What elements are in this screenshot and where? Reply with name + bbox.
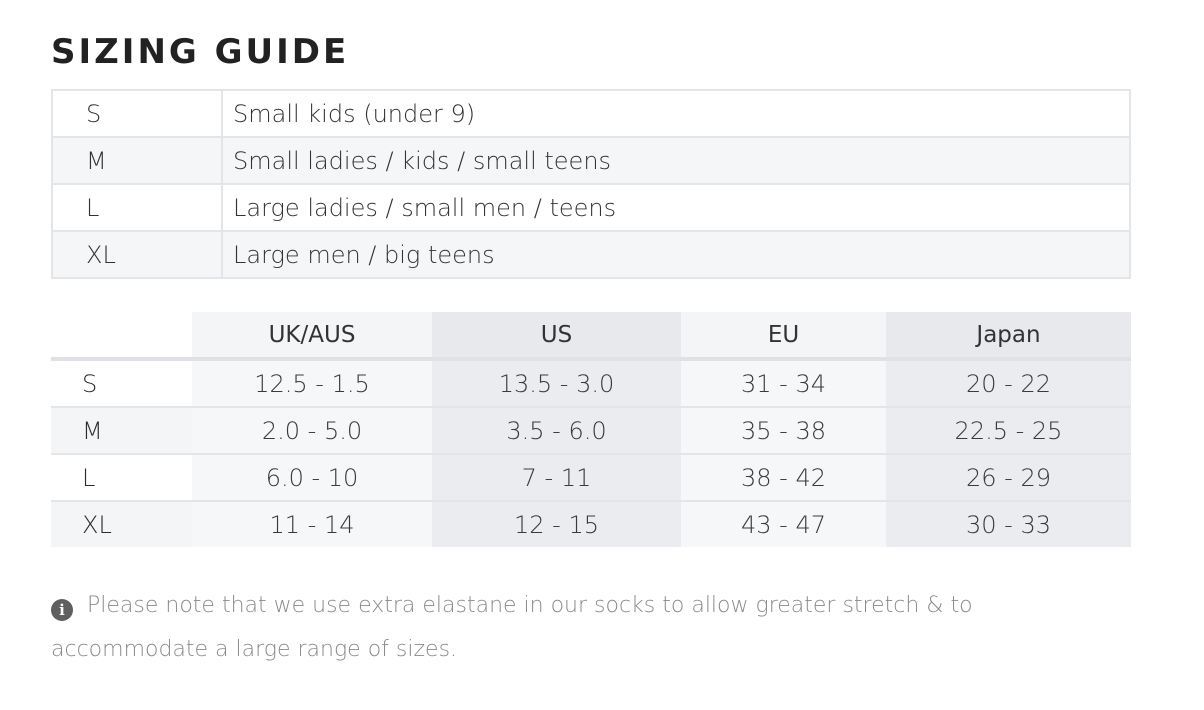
cell-japan: 30 - 33 [886,500,1131,547]
cell-eu: 43 - 47 [681,500,886,547]
sizing-note-text: Please note that we use extra elastane i… [51,593,973,662]
row-size-label: S [51,359,192,407]
row-size-label: L [51,453,192,501]
table-row: M Small ladies / kids / small teens [52,136,1130,184]
cell-eu: 38 - 42 [681,453,886,501]
size-description: Large men / big teens [222,230,1130,278]
table-row: M 2.0 - 5.0 3.5 - 6.0 35 - 38 22.5 - 25 [51,406,1131,454]
sizing-note: i Please note that we use extra elastane … [51,584,1131,672]
row-size-label: M [51,406,192,454]
cell-uk-aus: 11 - 14 [192,500,432,547]
cell-japan: 20 - 22 [886,359,1131,407]
size-label: XL [52,230,223,278]
size-description-table: S Small kids (under 9) M Small ladies / … [51,89,1131,279]
table-row: XL 11 - 14 12 - 15 43 - 47 30 - 33 [51,500,1131,547]
table-row: L 6.0 - 10 7 - 11 38 - 42 26 - 29 [51,453,1131,501]
column-header-size [51,312,192,361]
column-header-uk-aus: UK/AUS [192,312,432,361]
cell-us: 13.5 - 3.0 [432,359,681,407]
table-row: S Small kids (under 9) [52,90,1130,137]
cell-us: 12 - 15 [432,500,681,547]
column-header-us: US [432,312,681,361]
table-row: S 12.5 - 1.5 13.5 - 3.0 31 - 34 20 - 22 [51,359,1131,407]
table-row: L Large ladies / small men / teens [52,183,1130,231]
column-header-eu: EU [681,312,886,361]
row-size-label: XL [51,500,192,547]
cell-uk-aus: 2.0 - 5.0 [192,406,432,454]
cell-uk-aus: 6.0 - 10 [192,453,432,501]
cell-uk-aus: 12.5 - 1.5 [192,359,432,407]
size-description: Large ladies / small men / teens [222,183,1130,231]
cell-eu: 31 - 34 [681,359,886,407]
size-label: L [52,183,223,231]
info-icon: i [51,599,73,621]
size-conversion-table: UK/AUS US EU Japan S 12.5 - 1.5 13.5 - 3… [51,312,1131,547]
cell-japan: 22.5 - 25 [886,406,1131,454]
cell-japan: 26 - 29 [886,453,1131,501]
size-label: S [52,90,223,137]
size-description: Small kids (under 9) [233,99,476,128]
cell-eu: 35 - 38 [681,406,886,454]
table-header-row: UK/AUS US EU Japan [51,312,1131,361]
size-label: M [52,136,223,184]
page-title: SIZING GUIDE [51,32,350,72]
cell-us: 7 - 11 [432,453,681,501]
size-description: Small ladies / kids / small teens [222,136,1130,184]
cell-us: 3.5 - 6.0 [432,406,681,454]
table-row: XL Large men / big teens [52,230,1130,278]
column-header-japan: Japan [886,312,1131,361]
